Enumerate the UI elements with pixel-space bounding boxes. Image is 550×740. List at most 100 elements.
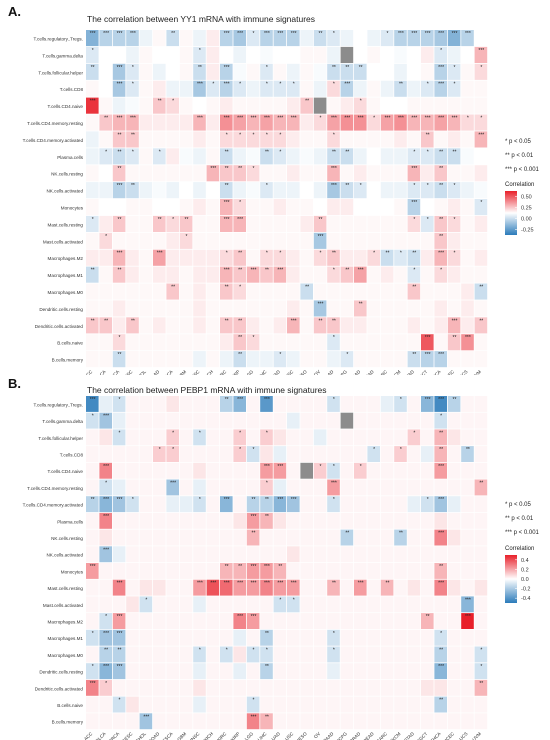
significance-mark: * [279,82,281,88]
heatmap-cell [340,696,354,713]
heatmap-cell [367,334,380,351]
heatmap-cell [112,97,126,114]
heatmap-cell [474,613,488,629]
row-label: T.cells.CD4.memory.activated [23,138,84,143]
heatmap-cell [246,131,260,148]
heatmap-cell [461,613,474,629]
significance-mark: ** [412,352,416,358]
heatmap-cell [260,479,273,496]
heatmap-cell [246,596,260,613]
panel-b-title: The correlation between PEBP1 mRNA with … [87,385,327,395]
heatmap-cell [380,696,394,713]
colorbar-tick-label: 0.2 [521,567,529,573]
significance-mark: *** [385,116,391,122]
heatmap-cell [367,429,380,446]
heatmap-cell [86,165,99,182]
heatmap-cell [233,613,246,629]
heatmap-cell [354,199,367,216]
heatmap-cell [246,396,260,412]
heatmap-cell [407,596,421,613]
heatmap-cell [86,249,99,266]
column-label: PCPG [335,369,348,375]
heatmap-cell [273,629,287,646]
heatmap-cell [179,713,193,730]
heatmap-cell [153,97,166,114]
heatmap-cell [287,429,300,446]
heatmap-cell [139,249,153,266]
heatmap-cell [394,30,407,47]
heatmap-cell [260,412,273,429]
heatmap-cell [233,446,246,462]
heatmap-cell [407,462,421,479]
significance-mark: ** [319,318,323,324]
heatmap-cell [380,529,394,546]
heatmap-cell [260,496,273,513]
heatmap-cell [139,334,153,351]
heatmap-cell [447,317,461,334]
significance-mark: *** [264,464,270,470]
heatmap-cell [273,529,287,546]
heatmap-cell [139,462,153,479]
heatmap-cell [220,351,233,368]
heatmap-cell [380,131,394,148]
heatmap-cell [313,679,327,696]
heatmap-cell [327,563,340,579]
significance-mark: * [413,217,415,223]
heatmap-cell [300,80,313,97]
heatmap-cell [193,30,206,47]
heatmap-cell [220,30,233,47]
heatmap-cell [206,97,220,114]
significance-mark: *** [452,116,458,122]
column-label: HNSC [188,731,201,740]
heatmap-cell [220,283,233,300]
heatmap-cell [394,446,407,462]
heatmap-cell [193,629,206,646]
row-label: Mast.cells.activated [43,603,84,608]
heatmap-cell [447,613,461,629]
heatmap-cell [139,351,153,368]
heatmap-cell [99,148,112,165]
heatmap-cell [153,579,166,596]
heatmap-cell [112,300,126,317]
heatmap-cell [86,496,99,513]
heatmap-cell [206,283,220,300]
heatmap-cell [367,131,380,148]
heatmap-cell [260,148,273,165]
heatmap-cell [407,317,421,334]
heatmap-cell [421,663,434,680]
heatmap-cell [260,529,273,546]
significance-mark: * [105,614,107,620]
row-label: T.cells.CD4.naive [48,104,84,109]
heatmap-cell [179,512,193,529]
column-label: READ [362,369,375,375]
heatmap-cell [179,114,193,131]
heatmap-cell [179,283,193,300]
heatmap-cell [421,199,434,216]
heatmap-cell [246,148,260,165]
significance-mark: *** [331,481,337,487]
heatmap-cell [300,351,313,368]
heatmap-cell [139,496,153,513]
heatmap-cell [179,629,193,646]
heatmap-cell [99,266,112,283]
heatmap-cell [367,663,380,680]
heatmap-cell [193,300,206,317]
heatmap-cell [273,351,287,368]
heatmap-cell [421,114,434,131]
heatmap-cell [99,30,112,47]
heatmap-cell [474,317,488,334]
significance-mark: * [454,65,456,71]
heatmap-cell [313,696,327,713]
significance-mark: *** [251,581,257,587]
significance-mark: *** [197,581,203,587]
significance-mark: * [333,82,335,88]
row-label: T.cells.CD4.memory.resting [27,121,83,126]
heatmap-cell [421,300,434,317]
significance-mark: *** [425,352,431,358]
significance-mark: * [199,48,201,54]
heatmap-cell [407,165,421,182]
heatmap-cell [220,713,233,730]
heatmap-cell [287,334,300,351]
heatmap-cell [126,63,139,80]
significance-mark: *** [264,564,270,570]
